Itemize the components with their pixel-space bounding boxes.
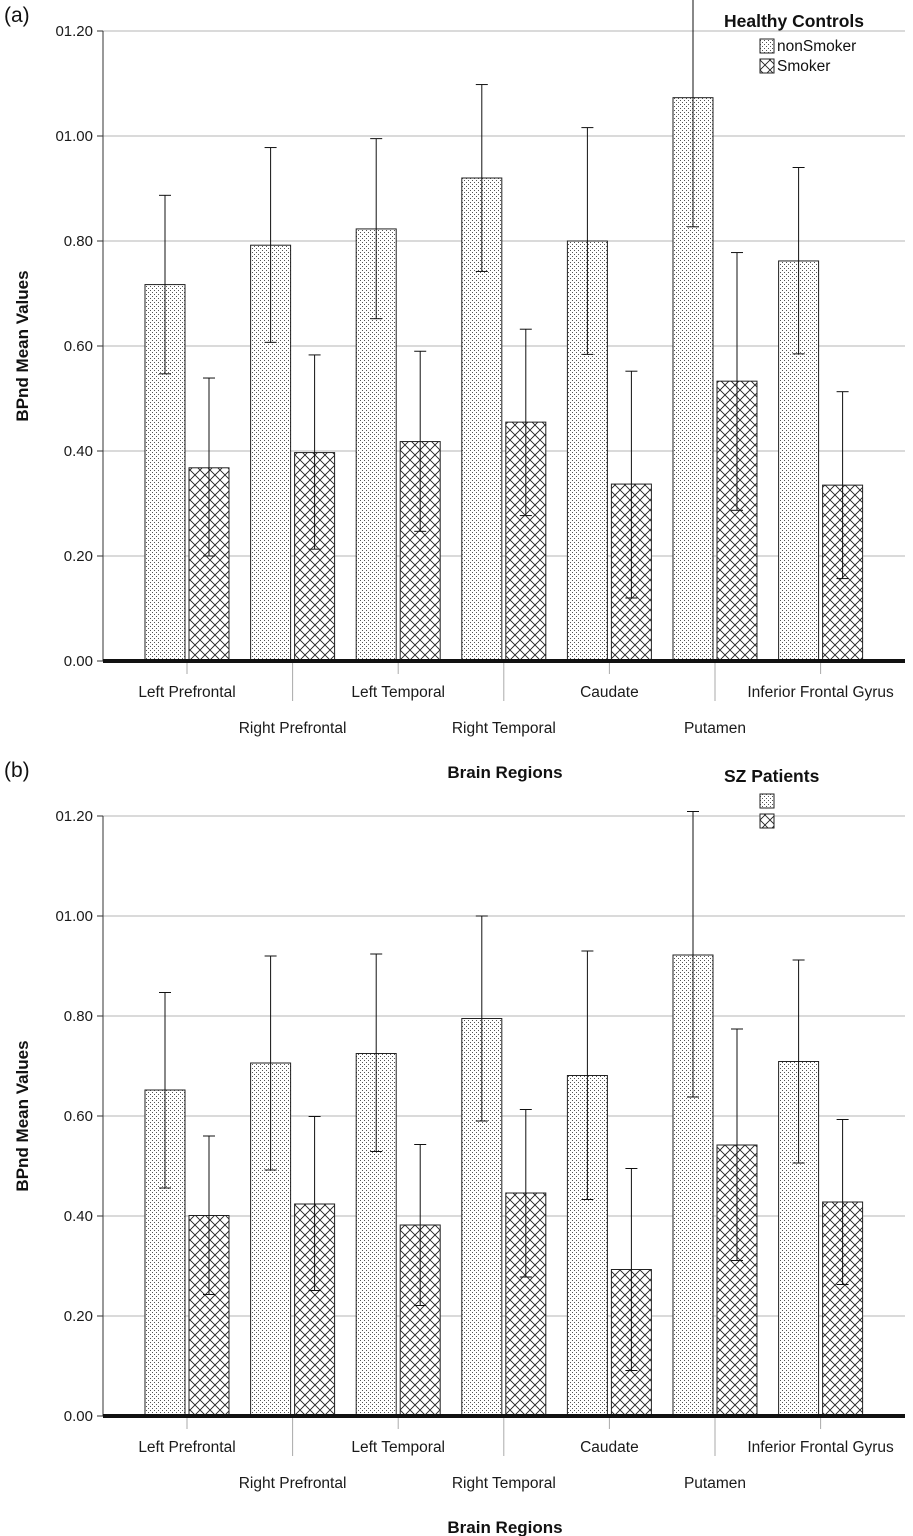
legend-label: Smoker <box>777 58 830 75</box>
x-tick-label: Putamen <box>684 720 746 737</box>
x-tick-label: Right Prefrontal <box>239 720 347 737</box>
x-tick-label: Left Prefrontal <box>138 684 235 701</box>
legend: SZ Patients <box>724 766 820 829</box>
legend-swatch-series1 <box>759 38 775 54</box>
y-tick-label: 0.40 <box>64 443 93 460</box>
x-tick-label: Left Temporal <box>351 684 445 701</box>
y-tick-label: 0.20 <box>64 1308 93 1325</box>
y-tick-label: 01.20 <box>55 23 93 40</box>
x-tick-label: Putamen <box>684 1475 746 1492</box>
chart-panel-a: (a) 0.00 0.20 0.40 0.60 0.80 01.00 01.20 Left Pr… <box>4 0 905 782</box>
x-tick-label: Inferior Frontal Gyrus <box>747 1439 894 1456</box>
legend-title: Healthy Controls <box>724 11 864 31</box>
panel-label: (b) <box>4 759 30 782</box>
legend-swatch-series1 <box>759 793 775 809</box>
y-tick-label: 0.20 <box>64 548 93 565</box>
x-axis-title: Brain Regions <box>447 1518 562 1536</box>
panel-label: (a) <box>4 4 30 27</box>
y-tick-label: 0.80 <box>64 1008 93 1025</box>
y-tick-label: 0.00 <box>64 653 93 670</box>
x-tick-label: Right Temporal <box>452 1475 556 1492</box>
y-tick-label: 0.60 <box>64 338 93 355</box>
y-axis-title: BPnd Mean Values <box>13 270 32 421</box>
x-axis-title: Brain Regions <box>447 763 562 782</box>
x-tick-label: Left Temporal <box>351 1439 445 1456</box>
y-tick-label: 0.80 <box>64 233 93 250</box>
bar-series1 <box>461 177 503 662</box>
x-tick-label: Left Prefrontal <box>138 1439 235 1456</box>
legend-label: nonSmoker <box>777 38 856 55</box>
legend-swatch-series2 <box>759 813 775 829</box>
y-tick-label: 01.00 <box>55 908 93 925</box>
y-axis-title: BPnd Mean Values <box>13 1040 32 1191</box>
chart-panel-b: (b) 0.00 0.20 0.40 0.60 0.80 01.00 01.20 Left Pr… <box>4 759 905 1536</box>
y-tick-label: 01.00 <box>55 128 93 145</box>
y-tick-label: 01.20 <box>55 808 93 825</box>
legend: Healthy Controls nonSmoker Smoker <box>724 11 864 75</box>
y-tick-label: 0.60 <box>64 1108 93 1125</box>
y-tick-label: 0.40 <box>64 1208 93 1225</box>
legend-title: SZ Patients <box>724 766 820 786</box>
y-tick-label: 0.00 <box>64 1408 93 1425</box>
legend-swatch-series2 <box>759 58 775 74</box>
x-tick-label: Caudate <box>580 684 639 701</box>
x-tick-label: Inferior Frontal Gyrus <box>747 684 894 701</box>
x-tick-label: Right Temporal <box>452 720 556 737</box>
x-tick-label: Caudate <box>580 1439 639 1456</box>
x-tick-label: Right Prefrontal <box>239 1475 347 1492</box>
